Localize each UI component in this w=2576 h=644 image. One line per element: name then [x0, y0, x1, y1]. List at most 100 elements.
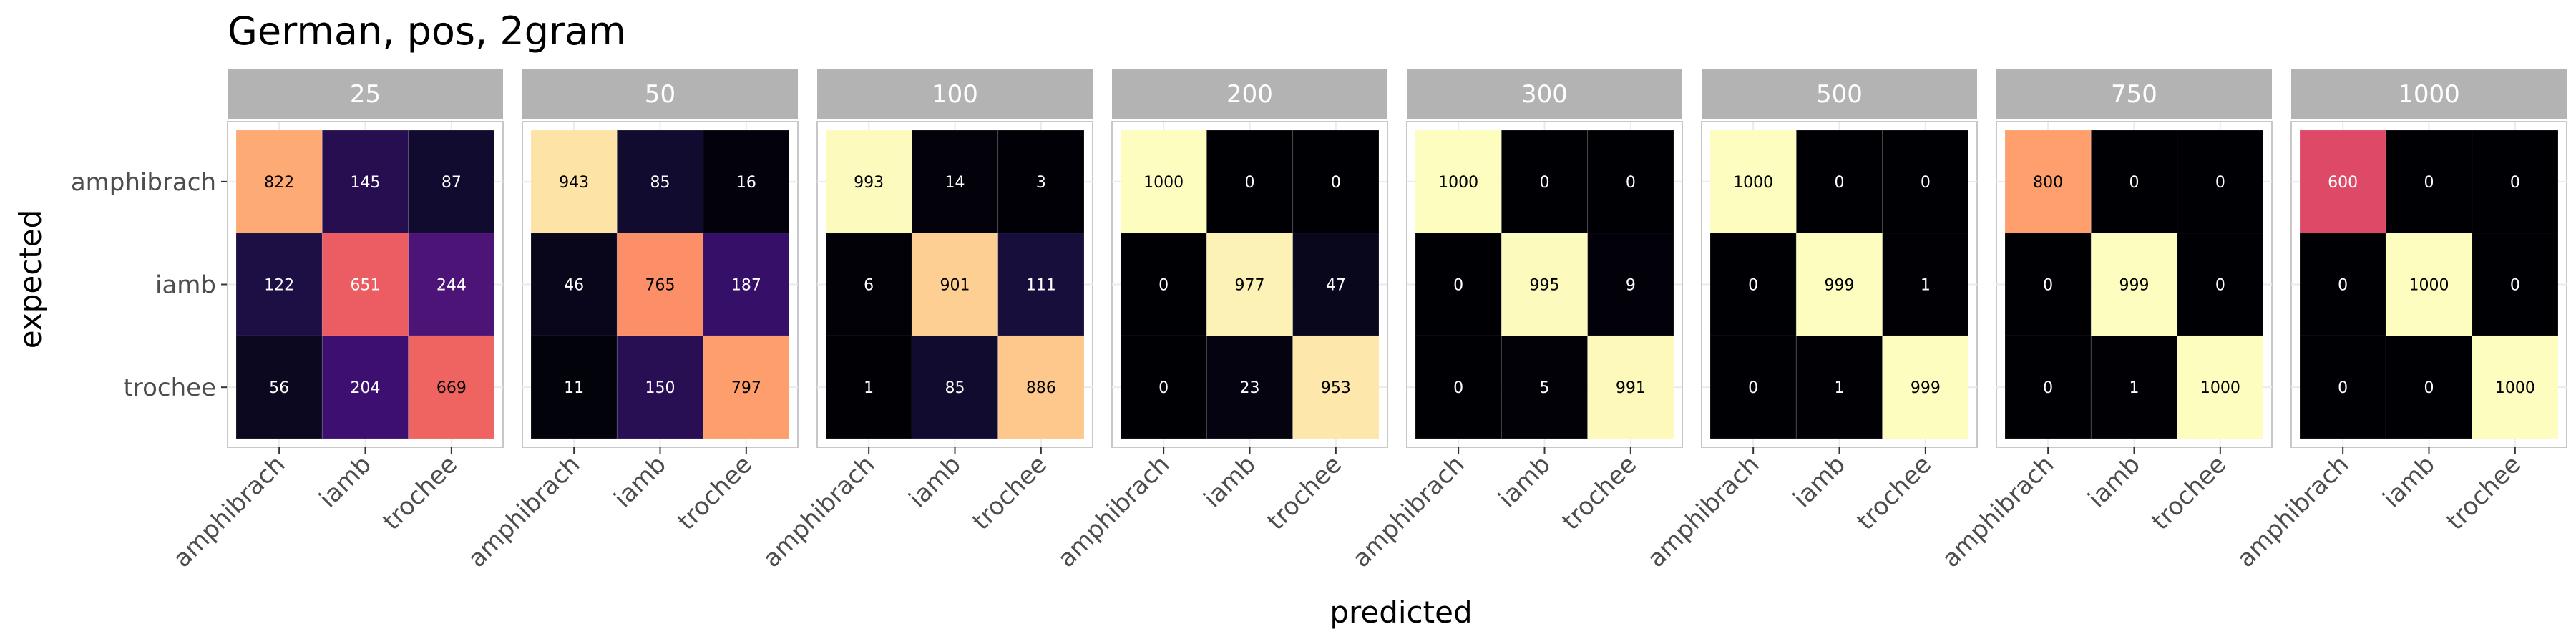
cell-value-label: 0 [1245, 174, 1255, 192]
heatmap-cell [1795, 335, 1883, 439]
facet-label: 1000 [2398, 80, 2460, 109]
facet-strip [1407, 69, 1682, 119]
cell-value-label: 0 [1453, 277, 1463, 295]
facet-strip [1996, 69, 2272, 119]
facet-panel: 50 943 85 16 46 765 187 11 150 797 amphibrach iamb t… [463, 69, 799, 573]
cell-value-label: 85 [650, 174, 670, 192]
heatmap-cell [2472, 335, 2559, 439]
facet-strip [522, 69, 798, 119]
heatmap-cell [2090, 130, 2178, 234]
cell-value-label: 122 [264, 277, 294, 295]
cell-value-label: 1000 [2495, 379, 2535, 397]
heatmap-cell [321, 130, 409, 234]
facet-label: 25 [350, 80, 381, 109]
heatmap-cell [616, 130, 704, 234]
cell-value-label: 145 [351, 174, 381, 192]
facet-strip [2291, 69, 2567, 119]
heatmap-cell [2299, 130, 2386, 234]
heatmap-cell [1206, 130, 1294, 234]
x-tick-label: iamb [1198, 450, 1261, 513]
x-tick-label: amphibrach [1937, 450, 2060, 573]
cell-value-label: 244 [436, 277, 467, 295]
facet-panel: 750 800 0 0 0 999 0 0 1 1000 amphibrach iamb trochee [1937, 69, 2273, 573]
heatmap-cell [2090, 233, 2178, 336]
x-axis-title: predicted [1330, 595, 1472, 630]
y-tick-label: trochee [124, 374, 216, 402]
heatmap-cell [997, 233, 1085, 336]
facet-label: 200 [1226, 80, 1273, 109]
cell-value-label: 85 [945, 379, 965, 397]
heatmap-cell [2472, 233, 2559, 336]
facet-strip [1112, 69, 1387, 119]
heatmap-cell [1120, 335, 1207, 439]
plot-title: German, pos, 2gram [228, 9, 626, 54]
cell-value-label: 1 [2129, 379, 2140, 397]
cell-value-label: 204 [351, 379, 381, 397]
heatmap-cell [2004, 335, 2092, 439]
cell-value-label: 991 [1616, 379, 1646, 397]
cell-value-label: 1000 [2409, 277, 2449, 295]
cell-value-label: 0 [1921, 174, 1931, 192]
facet-label: 750 [2111, 80, 2157, 109]
facet-strip [817, 69, 1093, 119]
heatmap-cell [1415, 130, 1502, 234]
cell-value-label: 6 [864, 277, 874, 295]
cell-value-label: 999 [2119, 277, 2150, 295]
heatmap-cell [1206, 233, 1294, 336]
heatmap-cell [1292, 233, 1380, 336]
heatmap-cell [1709, 130, 1797, 234]
facet-panel: 1000 600 0 0 0 1000 0 0 0 1000 amphibrach iamb troch… [2232, 69, 2567, 573]
heatmap-cell [825, 130, 912, 234]
x-tick-label: amphibrach [463, 450, 586, 573]
x-tick-label: trochee [672, 450, 758, 536]
heatmap-cell [2177, 233, 2264, 336]
heatmap-cell [2299, 335, 2386, 439]
x-tick-label: trochee [377, 450, 463, 536]
heatmap-cell [2004, 233, 2092, 336]
heatmap-cell [530, 233, 618, 336]
heatmap-cell [1501, 335, 1589, 439]
y-axis-title: expected [13, 210, 48, 349]
cell-value-label: 0 [1453, 379, 1463, 397]
heatmap-cell [2385, 233, 2473, 336]
cell-value-label: 0 [2043, 277, 2053, 295]
heatmap-cell [1795, 130, 1883, 234]
heatmap-cell [825, 335, 912, 439]
x-tick-label: iamb [2082, 450, 2145, 513]
heatmap-cell [1501, 130, 1589, 234]
cell-value-label: 111 [1026, 277, 1056, 295]
heatmap-cell [2385, 335, 2473, 439]
facet-label: 50 [645, 80, 675, 109]
cell-value-label: 797 [731, 379, 761, 397]
heatmap-cell [235, 233, 323, 336]
cell-value-label: 993 [854, 174, 884, 192]
cell-value-label: 0 [1331, 174, 1341, 192]
heatmap-cell [1206, 335, 1294, 439]
cell-value-label: 11 [564, 379, 584, 397]
cell-value-label: 1000 [1438, 174, 1478, 192]
heatmap-cell [408, 130, 495, 234]
cell-value-label: 765 [645, 277, 675, 295]
x-tick-label: amphibrach [1642, 450, 1765, 573]
heatmap-cell [2177, 335, 2264, 439]
heatmap-cell [235, 335, 323, 439]
cell-value-label: 0 [2338, 379, 2348, 397]
cell-value-label: 0 [2424, 174, 2434, 192]
cell-value-label: 0 [1158, 277, 1169, 295]
heatmap-cell [997, 130, 1085, 234]
heatmap-cell [1587, 233, 1674, 336]
cell-value-label: 16 [736, 174, 756, 192]
cell-value-label: 87 [441, 174, 462, 192]
facet-panel: 500 1000 0 0 0 999 1 0 1 999 amphibrach iamb trochee [1642, 69, 1978, 573]
cell-value-label: 1000 [1143, 174, 1184, 192]
cell-value-label: 901 [940, 277, 970, 295]
cell-value-label: 0 [2424, 379, 2434, 397]
heatmap-cell [2090, 335, 2178, 439]
x-tick-label: iamb [903, 450, 966, 513]
cell-value-label: 999 [1911, 379, 1941, 397]
heatmap-cell [703, 233, 790, 336]
heatmap-cell [235, 130, 323, 234]
heatmap-cell [321, 233, 409, 336]
x-tick-label: trochee [2441, 450, 2527, 536]
